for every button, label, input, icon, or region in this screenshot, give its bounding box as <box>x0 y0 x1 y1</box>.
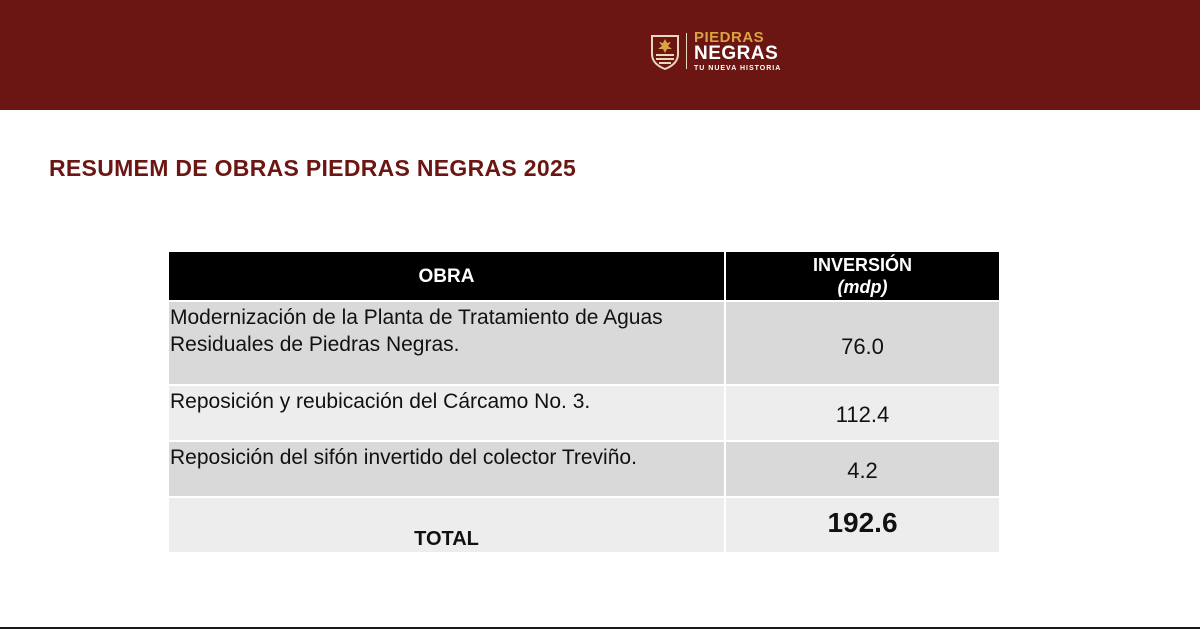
total-label: TOTAL <box>414 528 479 550</box>
logo-divider <box>686 33 687 69</box>
inversion-cell: 4.2 <box>726 442 999 496</box>
table-row: Reposición y reubicación del Cárcamo No.… <box>169 386 999 442</box>
obra-text-line: Reposición y reubicación del Cárcamo No.… <box>170 390 591 413</box>
column-header-unit: (mdp) <box>837 277 888 297</box>
obra-cell: Reposición y reubicación del Cárcamo No.… <box>169 386 726 440</box>
column-header-inversion: INVERSIÓN (mdp) <box>726 252 999 300</box>
works-table: OBRA INVERSIÓN (mdp) Modernización de la… <box>169 252 999 552</box>
total-value-cell: 192.6 <box>726 498 999 552</box>
column-header-obra-label: OBRA <box>418 266 475 287</box>
header-banner: PIEDRAS NEGRAS TU NUEVA HISTORIA <box>0 0 1200 110</box>
inversion-value: 4.2 <box>847 458 878 483</box>
inversion-value: 112.4 <box>835 402 890 427</box>
coat-of-arms-icon <box>651 35 679 70</box>
piedras-negras-logo: PIEDRAS NEGRAS TU NUEVA HISTORIA <box>650 30 781 72</box>
table-total-row: TOTAL 192.6 <box>169 498 999 552</box>
inversion-cell: 112.4 <box>726 386 999 440</box>
logo-word-piedras: PIEDRAS <box>694 29 765 46</box>
table-header-row: OBRA INVERSIÓN (mdp) <box>169 252 999 302</box>
obra-text-line: Reposición del sifón invertido del colec… <box>170 446 637 469</box>
column-header-obra: OBRA <box>169 252 726 300</box>
obra-cell: Reposición del sifón invertido del colec… <box>169 442 726 496</box>
logo-wordmark: PIEDRAS NEGRAS TU NUEVA HISTORIA <box>694 30 781 72</box>
inversion-cell: 76.0 <box>726 302 999 384</box>
obra-cell: Modernización de la Planta de Tratamient… <box>169 302 726 384</box>
inversion-value: 76.0 <box>841 333 884 359</box>
total-value: 192.6 <box>827 507 898 538</box>
obra-text-line: Modernización de la Planta de Tratamient… <box>170 306 663 329</box>
bottom-divider <box>0 627 1200 629</box>
logo-word-negras: NEGRAS <box>694 43 779 64</box>
table-row: Modernización de la Planta de Tratamient… <box>169 302 999 386</box>
page-title: RESUMEM DE OBRAS PIEDRAS NEGRAS 2025 <box>49 155 577 181</box>
obra-text-line: Residuales de Piedras Negras. <box>170 333 460 356</box>
logo-tagline: TU NUEVA HISTORIA <box>694 65 782 72</box>
column-header-inversion-label: INVERSIÓN <box>812 255 913 275</box>
total-label-cell: TOTAL <box>169 498 726 552</box>
table-row: Reposición del sifón invertido del colec… <box>169 442 999 498</box>
